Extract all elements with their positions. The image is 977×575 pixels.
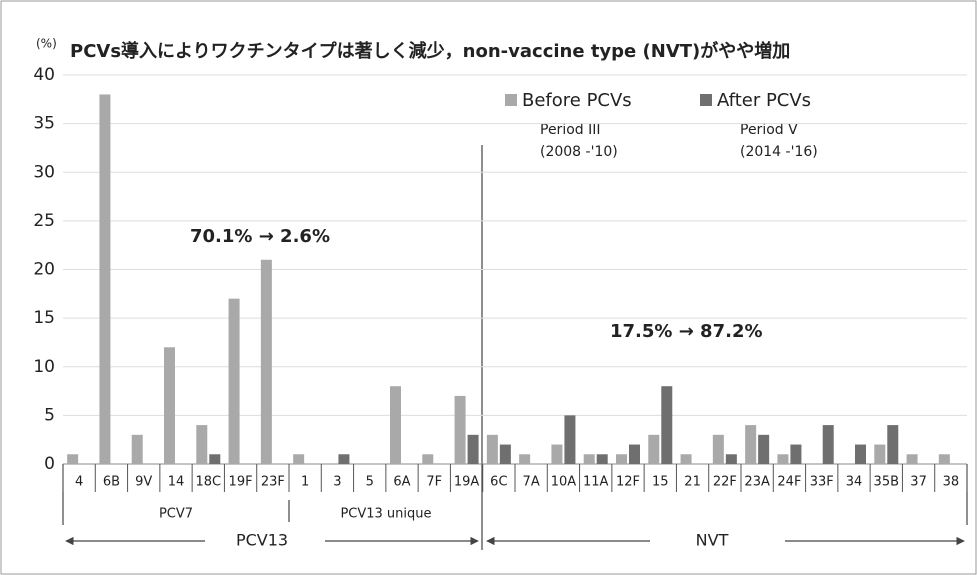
y-tick-label: 20 — [33, 260, 55, 280]
x-tick-label: 6B — [103, 475, 120, 490]
x-tick-label: 35B — [874, 475, 899, 490]
bar — [99, 94, 111, 464]
bar — [648, 434, 660, 464]
bar — [196, 425, 208, 464]
bar — [680, 454, 692, 464]
x-tick-label: 18C — [195, 475, 221, 490]
group-label: PCV13 unique — [340, 507, 431, 522]
y-tick-label: 15 — [33, 308, 55, 328]
period-label: Period III — [540, 122, 601, 138]
x-tick-label: 22F — [713, 475, 737, 490]
bar — [938, 454, 950, 464]
bar — [661, 386, 673, 464]
bar — [486, 434, 498, 464]
bar — [790, 444, 802, 464]
x-tick-label: 23F — [261, 475, 285, 490]
group-label: PCV7 — [159, 507, 193, 522]
bar — [454, 395, 466, 464]
x-tick-label: 6A — [393, 475, 410, 490]
bar — [596, 454, 608, 464]
bar — [260, 259, 272, 464]
x-tick-label: 1 — [301, 475, 309, 490]
x-tick-label: 5 — [366, 475, 374, 490]
x-tick-label: 38 — [943, 475, 960, 490]
x-tick-label: 19A — [454, 475, 480, 490]
bar — [209, 454, 221, 464]
x-tick-label: 11A — [583, 475, 609, 490]
annotation: 17.5% → 87.2% — [610, 321, 763, 342]
chart-title: PCVs導入によりワクチンタイプは著しく減少，non-vaccine type … — [70, 40, 790, 62]
x-tick-label: 6C — [490, 475, 507, 490]
arrows — [62, 145, 968, 550]
x-tick-label: 33F — [810, 475, 834, 490]
bar — [164, 347, 175, 464]
y-tick-label: 25 — [33, 211, 55, 231]
legend-label: Before PCVs — [522, 90, 632, 111]
legend-swatch — [700, 94, 712, 106]
bar — [616, 454, 627, 464]
bar — [855, 444, 866, 464]
x-tick-label: 12F — [616, 475, 640, 490]
x-tick-label: 34 — [846, 475, 863, 490]
period-years: (2014 -'16) — [740, 144, 818, 160]
x-tick-label: 3 — [333, 475, 341, 490]
x-tick-label: 14 — [168, 475, 185, 490]
bar — [874, 444, 886, 464]
y-axis-label: (%) — [36, 37, 57, 51]
y-tick-label: 5 — [44, 405, 55, 425]
bar — [338, 454, 350, 464]
bar — [422, 454, 434, 464]
x-tick-label: 7A — [523, 475, 540, 490]
bar — [390, 386, 401, 464]
supergroup-label: NVT — [696, 531, 729, 550]
bar — [519, 454, 531, 464]
bar — [564, 415, 576, 464]
bar — [712, 434, 724, 464]
legend-label: After PCVs — [717, 90, 811, 111]
x-tick-label: 10A — [551, 475, 577, 490]
supergroup-label: PCV13 — [236, 531, 288, 550]
bar — [629, 444, 640, 464]
x-tick-label: 23A — [744, 475, 770, 490]
bar — [131, 434, 143, 464]
annotation: 70.1% → 2.6% — [190, 226, 330, 247]
bar — [67, 454, 79, 464]
bar — [822, 425, 834, 464]
period-years: (2008 -'10) — [540, 144, 618, 160]
x-tick-label: 4 — [75, 475, 83, 490]
bar — [725, 454, 737, 464]
bar — [745, 425, 757, 464]
bar — [758, 434, 770, 464]
x-tick-label: 19F — [229, 475, 253, 490]
y-tick-label: 0 — [44, 454, 55, 474]
x-tick-label: 24F — [777, 475, 801, 490]
bar — [228, 298, 240, 464]
x-tick-label: 7F — [426, 475, 442, 490]
x-tick-label: 9V — [135, 475, 152, 490]
x-tick-label: 21 — [684, 475, 701, 490]
bar — [467, 434, 479, 464]
bar — [887, 425, 899, 464]
bar — [499, 444, 511, 464]
y-tick-label: 30 — [33, 162, 55, 182]
bar — [583, 454, 595, 464]
bar — [906, 454, 918, 464]
period-label: Period V — [740, 122, 798, 138]
y-tick-label: 35 — [33, 114, 55, 134]
x-tick-label: 15 — [652, 475, 669, 490]
bar — [293, 454, 305, 464]
y-tick-label: 40 — [33, 65, 55, 85]
x-tick-label: 37 — [910, 475, 927, 490]
y-tick-label: 10 — [33, 357, 55, 377]
bar — [777, 454, 789, 464]
bar — [551, 444, 563, 464]
legend-swatch — [505, 94, 517, 106]
